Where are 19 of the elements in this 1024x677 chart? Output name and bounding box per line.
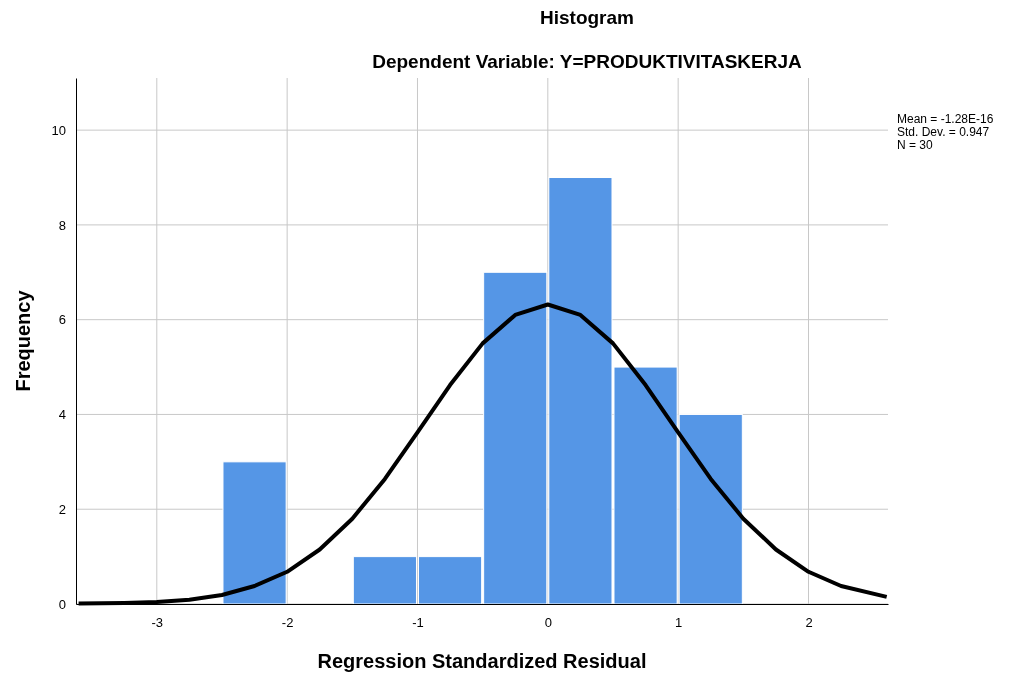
y-tick-label: 0 — [58, 596, 66, 612]
x-tick-label: -1 — [412, 615, 424, 631]
y-tick-label: 2 — [58, 501, 66, 517]
chart-title: Histogram — [540, 7, 634, 28]
y-tick-label: 4 — [58, 407, 66, 423]
y-axis-title: Frequency — [12, 289, 34, 392]
text: N = 30 — [897, 138, 934, 152]
y-tick-label: 8 — [58, 217, 66, 233]
y-tick-label: 10 — [51, 122, 66, 138]
x-tick-label: 2 — [805, 615, 813, 631]
x-axis-title: Regression Standardized Residual — [317, 650, 647, 672]
x-tick-label: 0 — [544, 615, 552, 631]
text: Mean = -1.28E-16 — [897, 112, 994, 126]
x-tick-label: -2 — [281, 615, 294, 631]
y-tick-label: 6 — [58, 312, 66, 328]
text: Std. Dev. = 0.947 — [897, 125, 990, 139]
x-tick-label: -3 — [151, 615, 164, 631]
chart-subtitle: Dependent Variable: Y=PRODUKTIVITASKERJA — [372, 51, 803, 72]
x-tick-label: 1 — [675, 615, 683, 631]
